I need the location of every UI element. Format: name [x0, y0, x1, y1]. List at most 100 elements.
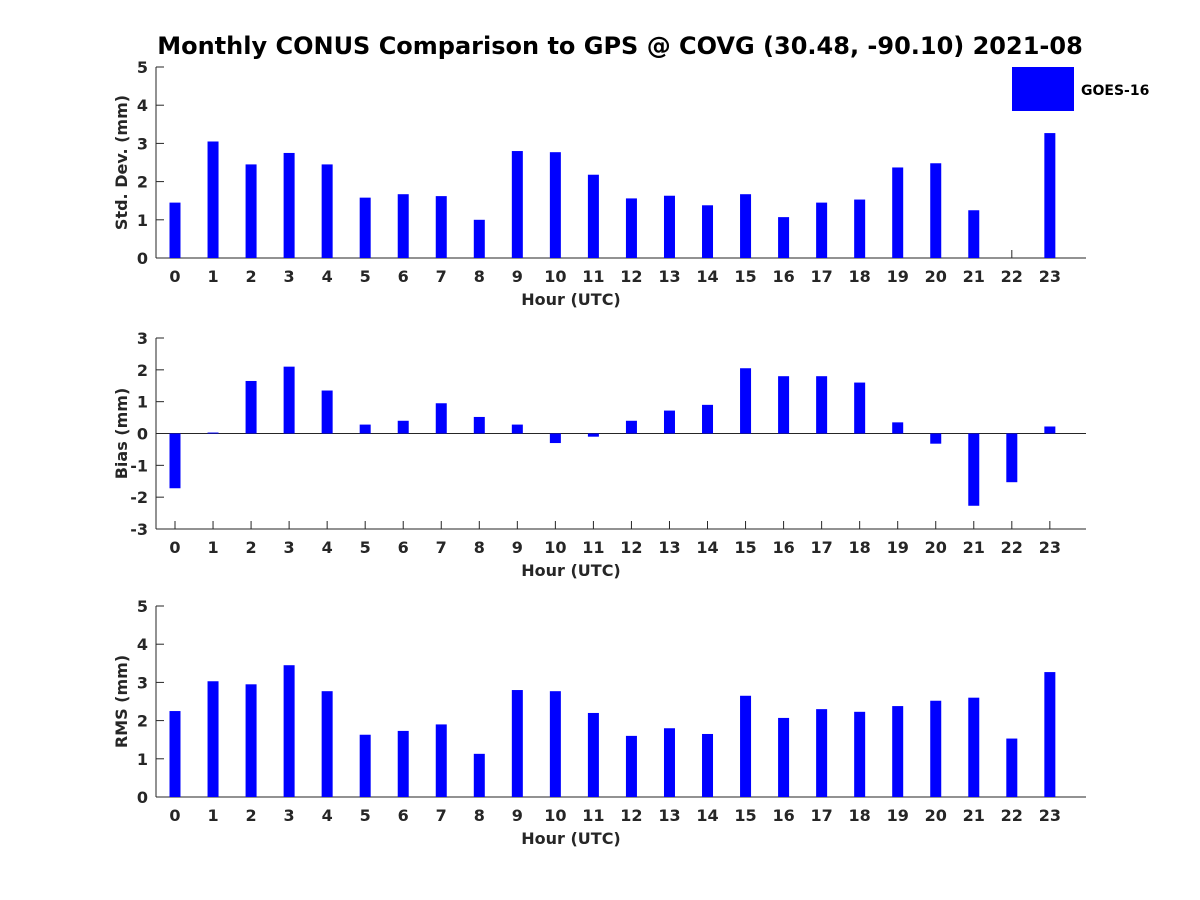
rms-x-tick-label: 23 [1039, 806, 1061, 825]
std-dev-bar-hour-8 [473, 219, 485, 258]
std-dev-bar-hour-21 [968, 210, 980, 258]
rms-y-axis-label: RMS (mm) [112, 655, 131, 748]
rms-y-tick-label: 3 [137, 673, 148, 692]
std-dev-x-tick-label: 5 [360, 267, 371, 286]
std-dev-y-axis-label: Std. Dev. (mm) [112, 95, 131, 230]
bias-x-tick-label: 0 [169, 538, 180, 557]
std-dev-bar-hour-9 [511, 151, 523, 258]
rms-x-tick-label: 4 [322, 806, 333, 825]
rms-bar-hour-8 [473, 753, 485, 797]
rms-y-tick-label: 2 [137, 712, 148, 731]
bias-bar-hour-7 [435, 403, 447, 434]
rms-bar-hour-18 [854, 711, 866, 797]
rms-y-tick-label: 4 [137, 635, 148, 654]
std-dev-x-tick-label: 23 [1039, 267, 1061, 286]
rms-x-tick-label: 3 [284, 806, 295, 825]
bias-bar-hour-2 [245, 380, 257, 434]
bias-bar-hour-3 [283, 366, 295, 434]
bias-bar-hour-10 [549, 433, 561, 444]
rms-x-tick-label: 5 [360, 806, 371, 825]
std-dev-x-tick-label: 14 [696, 267, 718, 286]
bias-x-tick-label: 15 [734, 538, 756, 557]
bias-x-tick-label: 19 [887, 538, 909, 557]
bias-bar-hour-16 [778, 376, 790, 434]
bias-x-tick-label: 16 [772, 538, 794, 557]
bias-bar-hour-21 [968, 433, 980, 506]
bias-x-tick-label: 20 [925, 538, 947, 557]
rms-bar-hour-22 [1006, 738, 1018, 797]
std-dev-bar-hour-3 [283, 152, 295, 258]
std-dev-x-tick-label: 1 [207, 267, 218, 286]
rms-bar-hour-4 [321, 691, 333, 797]
bias-x-tick-label: 2 [246, 538, 257, 557]
bias-x-tick-label: 21 [963, 538, 985, 557]
std-dev-bar-hour-16 [778, 217, 790, 258]
bias-x-tick-label: 17 [810, 538, 832, 557]
std-dev-x-tick-label: 21 [963, 267, 985, 286]
std-dev-bar-hour-19 [892, 167, 904, 258]
rms-y-tick-label: 5 [137, 597, 148, 616]
bias-x-tick-label: 13 [658, 538, 680, 557]
std-dev-x-tick-label: 15 [734, 267, 756, 286]
rms-bar-hour-16 [778, 717, 790, 797]
bias-bar-hour-17 [816, 376, 828, 434]
std-dev-bar-hour-10 [549, 152, 561, 258]
std-dev-y-tick-label: 3 [137, 134, 148, 153]
std-dev-bar-hour-17 [816, 202, 828, 258]
rms-x-tick-label: 12 [620, 806, 642, 825]
std-dev-x-tick-label: 18 [849, 267, 871, 286]
rms-bar-hour-11 [587, 712, 599, 797]
std-dev-bar-hour-7 [435, 196, 447, 258]
bias-y-tick-label: 0 [137, 425, 148, 444]
rms-bar-hour-2 [245, 684, 257, 797]
bias-y-tick-label: 3 [137, 329, 148, 348]
std-dev-x-axis-label: Hour (UTC) [521, 290, 621, 309]
std-dev-x-tick-label: 4 [322, 267, 333, 286]
std-dev-bar-hour-15 [740, 194, 752, 258]
rms-bar-hour-12 [625, 735, 637, 797]
rms-x-tick-label: 8 [474, 806, 485, 825]
bias-bar-hour-8 [473, 416, 485, 434]
rms-bar-hour-0 [169, 711, 181, 797]
rms-bar-hour-3 [283, 665, 295, 797]
std-dev-bar-hour-0 [169, 202, 181, 258]
bias-bar-hour-13 [663, 410, 675, 434]
std-dev-y-tick-label: 2 [137, 173, 148, 192]
rms-x-tick-label: 2 [246, 806, 257, 825]
std-dev-x-tick-label: 9 [512, 267, 523, 286]
rms-bar-hour-1 [207, 681, 219, 797]
std-dev-x-tick-label: 2 [246, 267, 257, 286]
rms-x-tick-label: 9 [512, 806, 523, 825]
std-dev-y-tick-label: 0 [137, 249, 148, 268]
rms-x-axis-label: Hour (UTC) [521, 829, 621, 848]
rms-bar-hour-23 [1044, 672, 1056, 797]
rms-x-tick-label: 17 [810, 806, 832, 825]
bias-x-tick-label: 23 [1039, 538, 1061, 557]
rms-bar-hour-6 [397, 730, 409, 797]
rms-x-tick-label: 21 [963, 806, 985, 825]
bias-bar-hour-15 [740, 368, 752, 434]
std-dev-x-tick-label: 10 [544, 267, 566, 286]
rms-x-tick-label: 1 [207, 806, 218, 825]
std-dev-x-tick-label: 8 [474, 267, 485, 286]
bias-bar-hour-19 [892, 422, 904, 434]
bias-bar-hour-11 [587, 433, 599, 437]
rms-x-tick-label: 14 [696, 806, 718, 825]
rms-bar-hour-13 [663, 728, 675, 797]
rms-x-tick-label: 11 [582, 806, 604, 825]
std-dev-y-tick-label: 4 [137, 96, 148, 115]
bias-x-tick-label: 14 [696, 538, 718, 557]
bias-x-tick-label: 11 [582, 538, 604, 557]
std-dev-bar-hour-12 [625, 198, 637, 258]
std-dev-x-tick-label: 16 [772, 267, 794, 286]
rms-x-tick-label: 15 [734, 806, 756, 825]
bias-bar-hour-6 [397, 420, 409, 434]
std-dev-y-tick-label: 5 [137, 58, 148, 77]
rms-x-tick-label: 10 [544, 806, 566, 825]
bias-x-axis-label: Hour (UTC) [521, 561, 621, 580]
rms-bar-hour-21 [968, 697, 980, 797]
std-dev-bar-hour-20 [930, 163, 942, 258]
